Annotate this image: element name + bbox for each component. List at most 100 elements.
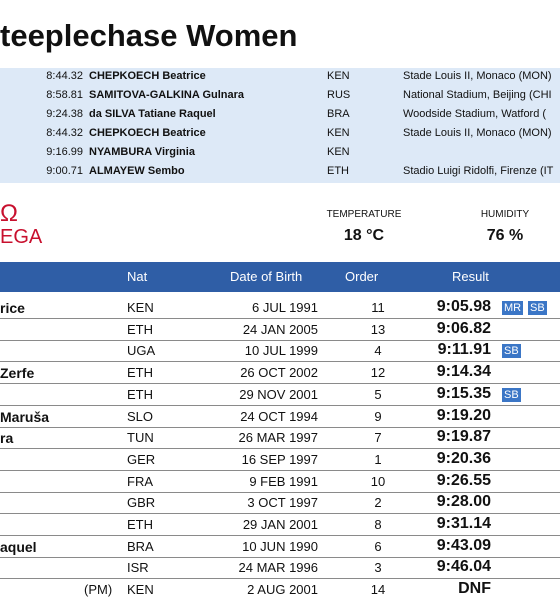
- date-of-birth: 24 JAN 2005: [242, 321, 318, 337]
- order: 2: [374, 495, 382, 511]
- date-of-birth: 6 JUL 1991: [251, 300, 318, 315]
- record-badge: SB: [528, 301, 547, 315]
- logo-text: EGA: [0, 226, 43, 248]
- order: 7: [374, 430, 382, 446]
- nat: UGA: [127, 343, 156, 359]
- date-of-birth: 2 AUG 2001: [247, 582, 318, 598]
- nat: ISR: [127, 560, 149, 576]
- result: 9:06.82: [436, 319, 491, 337]
- records-block: [0, 68, 560, 183]
- record-name: CHEPKOECH Beatrice: [89, 127, 206, 139]
- record-time: 9:00.71: [46, 165, 83, 177]
- header-result: Result: [452, 269, 489, 284]
- record-nat: KEN: [327, 70, 350, 82]
- header-dob: Date of Birth: [230, 269, 303, 284]
- date-of-birth: 16 SEP 1997: [241, 451, 318, 467]
- row-separator: [0, 318, 560, 319]
- result: 9:11.91: [437, 341, 491, 359]
- order: 1: [374, 451, 382, 467]
- record-nat: ETH: [327, 165, 349, 177]
- row-separator: [0, 426, 560, 428]
- record-name: CHEPKOECH Beatrice: [89, 70, 206, 82]
- result: 9:19.20: [436, 406, 491, 424]
- nat: KEN: [127, 582, 154, 598]
- record-badge: SB: [502, 387, 521, 402]
- result: 9:31.14: [436, 515, 491, 532]
- humidity-label: HUMIDITY: [480, 209, 530, 220]
- result: DNF: [458, 580, 491, 598]
- record-name: SAMITOVA-GALKINA Gulnara: [89, 89, 245, 101]
- row-separator: [0, 469, 560, 471]
- record-venue: Stade Louis II, Monaco (MON): [403, 127, 552, 139]
- result: 9:26.55: [436, 471, 491, 489]
- order: 3: [374, 560, 382, 576]
- result: 9:14.34: [436, 363, 491, 381]
- row-separator: [0, 361, 560, 363]
- record-name: da SILVA Tatiane Raquel: [89, 108, 216, 120]
- athlete-name: Maruša: [0, 408, 50, 425]
- record-venue: Stade Louis II, Monaco (MON): [403, 70, 552, 82]
- date-of-birth: 26 MAR 1997: [238, 430, 319, 446]
- athlete-note: (PM): [84, 582, 113, 598]
- nat: ETH: [127, 517, 153, 532]
- order: 13: [370, 321, 386, 337]
- row-separator: [0, 513, 560, 515]
- record-time: 8:44.32: [46, 127, 83, 139]
- humidity-value: 76 %: [486, 227, 524, 244]
- row-separator: [0, 339, 560, 341]
- result: 9:15.35: [436, 384, 491, 402]
- temperature-label: TEMPERATURE: [326, 209, 402, 220]
- record-time: 9:16.99: [46, 146, 83, 158]
- record-venue: National Stadium, Beijing (CHI: [403, 89, 552, 101]
- record-venue: Stadio Luigi Ridolfi, Firenze (IT: [403, 165, 554, 177]
- record-name: ALMAYEW Sembo: [89, 165, 185, 177]
- logo-symbol: Ω: [0, 200, 18, 227]
- nat: BRA: [127, 538, 154, 554]
- row-separator: [0, 491, 560, 493]
- order: 4: [374, 343, 382, 359]
- record-time: 8:44.32: [46, 70, 83, 82]
- order: 6: [374, 538, 382, 554]
- record-time: 8:58.81: [46, 89, 83, 101]
- record-nat: KEN: [327, 146, 350, 158]
- row-separator: [0, 578, 560, 580]
- record-nat: KEN: [327, 127, 350, 139]
- temperature-value: 18 °C: [343, 227, 385, 244]
- order: 9: [374, 408, 382, 424]
- record-badge: SB: [502, 344, 521, 359]
- date-of-birth: 24 OCT 1994: [240, 408, 318, 424]
- row-separator: [0, 556, 560, 558]
- record-venue: Woodside Stadium, Watford (: [403, 108, 547, 120]
- date-of-birth: 24 MAR 1996: [238, 560, 319, 576]
- record-name: NYAMBURA Virginia: [89, 146, 195, 158]
- nat: GER: [127, 451, 156, 467]
- nat: SLO: [127, 408, 154, 424]
- header-order: Order: [345, 269, 379, 284]
- record-badge: MR: [502, 301, 524, 315]
- date-of-birth: 9 FEB 1991: [249, 473, 318, 489]
- record-nat: RUS: [327, 89, 351, 101]
- result: 9:46.04: [436, 558, 491, 576]
- date-of-birth: 10 JUN 1990: [242, 538, 318, 554]
- page-title: teeplechase Women: [0, 18, 298, 53]
- nat: ETH: [127, 321, 153, 337]
- date-of-birth: 3 OCT 1997: [247, 495, 318, 511]
- order: 11: [371, 300, 385, 315]
- date-of-birth: 29 NOV 2001: [239, 386, 318, 402]
- nat: ETH: [127, 365, 153, 381]
- nat: KEN: [127, 300, 154, 315]
- athlete-name: Zerfe: [0, 365, 35, 382]
- nat: GBR: [127, 495, 156, 511]
- result: 9:05.98: [436, 298, 491, 315]
- row-separator: [0, 535, 560, 536]
- header-nat: Nat: [127, 269, 148, 284]
- date-of-birth: 29 JAN 2001: [242, 517, 318, 532]
- order: 8: [374, 517, 382, 532]
- result: 9:20.36: [436, 449, 491, 467]
- order: 5: [374, 386, 382, 402]
- result: 9:43.09: [436, 536, 491, 554]
- nat: FRA: [127, 473, 153, 489]
- date-of-birth: 10 JUL 1999: [244, 343, 318, 359]
- athlete-name: rice: [0, 300, 25, 316]
